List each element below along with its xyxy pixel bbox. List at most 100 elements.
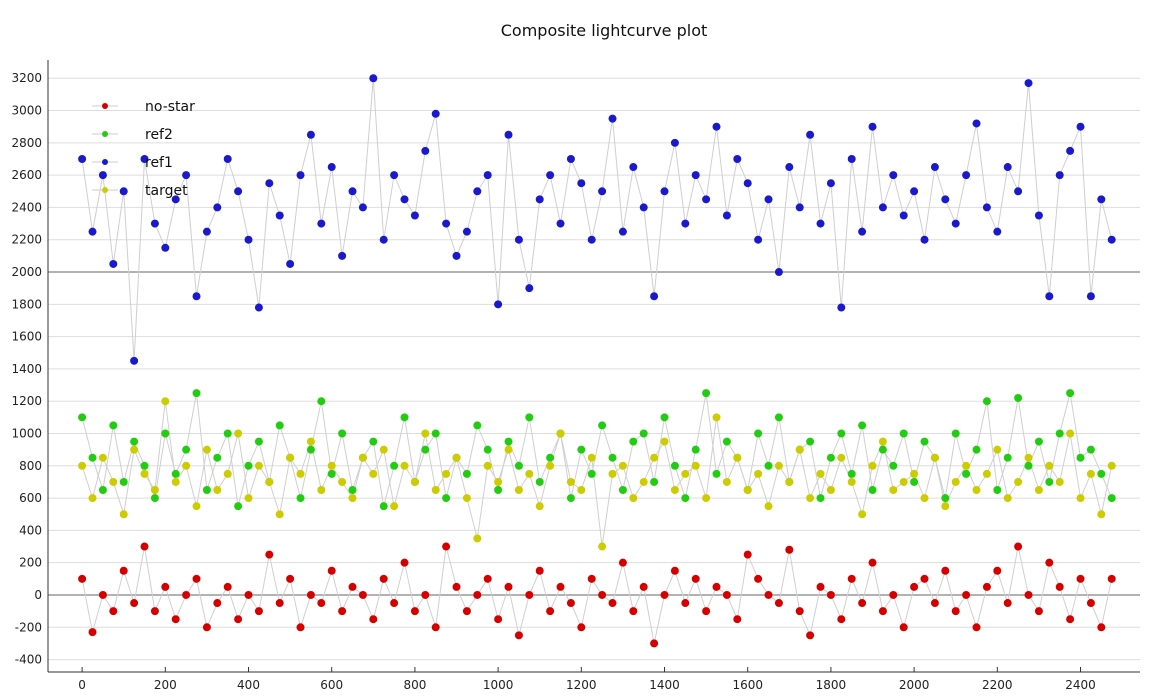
axes: -400 -200 0 200 400 600 800 1000 1200 1400 1600 180… [11, 60, 1140, 692]
data-point-ref2 [78, 413, 87, 422]
data-point-ref1 [972, 119, 981, 128]
data-point-ref2 [1034, 437, 1043, 446]
data-point-ref2 [774, 413, 783, 422]
data-point-ref1 [566, 154, 575, 163]
data-point-ref2 [130, 437, 139, 446]
data-point-no-star [535, 566, 544, 575]
data-point-no-star [244, 590, 253, 599]
data-point-ref1 [78, 154, 87, 163]
data-point-target [941, 502, 950, 511]
legend-label-ref2: ref2 [145, 127, 173, 143]
series-line-ref1 [81, 78, 1113, 361]
x-tick-label: 1600 [732, 678, 763, 692]
data-point-target [629, 494, 638, 503]
data-point-no-star [733, 615, 742, 624]
data-point-target [722, 477, 731, 486]
data-point-ref1 [650, 292, 659, 301]
data-point-no-star [254, 607, 263, 616]
data-point-ref1 [546, 171, 555, 180]
data-point-ref1 [514, 235, 523, 244]
data-point-no-star [379, 574, 388, 583]
data-point-no-star [1034, 607, 1043, 616]
data-point-ref1 [462, 227, 471, 236]
data-point-no-star [1107, 574, 1116, 583]
data-point-ref1 [369, 74, 378, 83]
series-line-target [81, 401, 1113, 547]
data-point-target [847, 477, 856, 486]
data-point-ref1 [421, 146, 430, 155]
data-point-no-star [1045, 558, 1054, 567]
data-point-ref1 [140, 154, 149, 163]
data-point-ref2 [691, 445, 700, 454]
data-point-ref1 [98, 171, 107, 180]
data-point-ref1 [338, 251, 347, 260]
data-point-ref1 [130, 356, 139, 365]
data-point-target [868, 461, 877, 470]
data-point-ref2 [962, 469, 971, 478]
x-tick-label: 2200 [982, 678, 1013, 692]
data-point-ref1 [213, 203, 222, 212]
data-point-no-star [650, 639, 659, 648]
data-point-ref1 [286, 259, 295, 268]
data-point-target [431, 486, 440, 495]
data-point-target [712, 413, 721, 422]
y-tick-label: 1000 [11, 426, 42, 440]
x-tick-label: 1400 [649, 678, 680, 692]
data-point-no-star [390, 599, 399, 608]
data-point-target [535, 502, 544, 511]
data-point-no-star [930, 599, 939, 608]
legend-marker-no-star [102, 103, 108, 109]
data-point-no-star [702, 607, 711, 616]
data-point-no-star [265, 550, 274, 559]
data-point-ref2 [681, 494, 690, 503]
data-point-target [598, 542, 607, 551]
data-point-ref2 [327, 469, 336, 478]
data-point-ref2 [348, 486, 357, 495]
data-point-target [889, 486, 898, 495]
data-point-no-star [494, 615, 503, 624]
data-point-no-star [400, 558, 409, 567]
data-point-target [577, 486, 586, 495]
data-point-ref2 [161, 429, 170, 438]
data-point-ref1 [400, 195, 409, 204]
data-point-ref1 [483, 171, 492, 180]
data-point-target [743, 486, 752, 495]
data-point-no-star [868, 558, 877, 567]
data-point-ref2 [182, 445, 191, 454]
data-point-ref2 [899, 429, 908, 438]
data-point-no-star [182, 590, 191, 599]
data-point-target [837, 453, 846, 462]
data-point-target [795, 445, 804, 454]
data-point-no-star [88, 628, 97, 637]
data-point-target [702, 494, 711, 503]
data-point-target [1076, 494, 1085, 503]
data-point-target [369, 469, 378, 478]
x-tick-label: 2000 [899, 678, 930, 692]
data-point-ref2 [764, 461, 773, 470]
data-point-target [639, 477, 648, 486]
data-point-target [785, 477, 794, 486]
data-point-no-star [78, 574, 87, 583]
data-point-target [348, 494, 357, 503]
legend: no-star ref2 ref1 target [92, 99, 195, 199]
data-point-no-star [566, 599, 575, 608]
series-line-ref2 [81, 392, 1113, 507]
data-point-ref1 [1076, 122, 1085, 131]
data-point-ref2 [878, 445, 887, 454]
data-point-no-star [119, 566, 128, 575]
data-point-target [608, 469, 617, 478]
data-point-ref1 [234, 187, 243, 196]
data-point-no-star [1055, 582, 1064, 591]
data-point-target [161, 397, 170, 406]
data-point-no-star [816, 582, 825, 591]
data-point-ref2 [889, 461, 898, 470]
data-point-ref1 [743, 179, 752, 188]
data-point-no-star [691, 574, 700, 583]
data-point-ref2 [546, 453, 555, 462]
data-point-ref1 [868, 122, 877, 131]
data-point-ref1 [306, 130, 315, 139]
data-point-ref1 [941, 195, 950, 204]
data-point-ref2 [826, 453, 835, 462]
data-point-ref1 [722, 211, 731, 220]
data-point-target [504, 445, 513, 454]
